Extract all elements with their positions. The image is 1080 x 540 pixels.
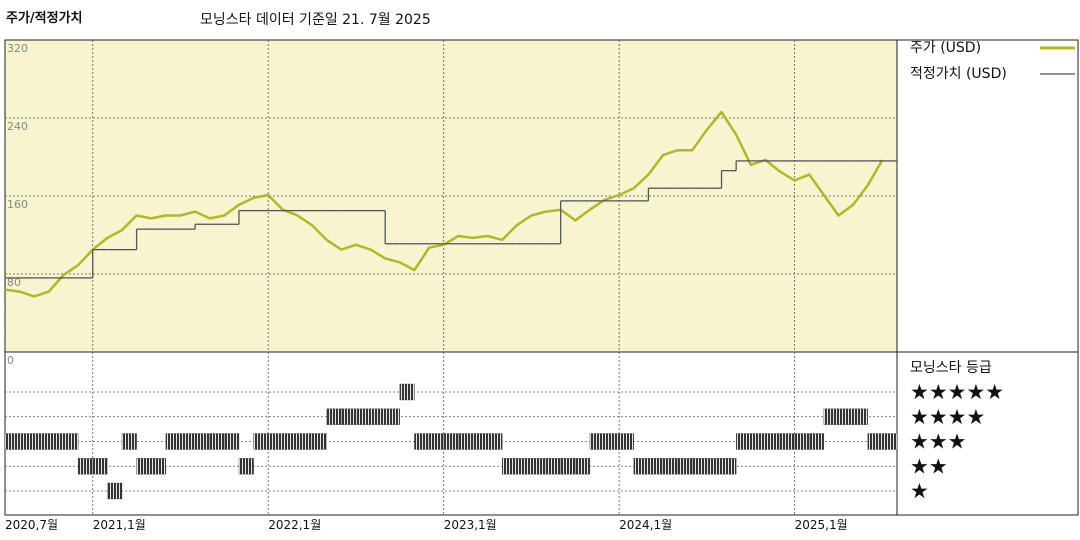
price-line [4,110,884,298]
rating-bar [209,433,225,450]
rating-bar [326,408,342,425]
rating-bar [882,433,898,450]
rating-bar [19,433,35,450]
rating-bar [311,433,327,450]
rating-bar [662,458,678,475]
ratings-title: 모닝스타 등급 [910,360,992,376]
rating-bar [867,433,883,450]
rating-bar [34,433,50,450]
rating-bar [63,433,79,450]
y-tick-label: 160 [7,198,28,211]
rating-bar [575,458,591,475]
rating-bar [560,458,576,475]
y-tick-label: 320 [7,42,28,55]
rating-bar [77,458,93,475]
rating-bar [165,433,181,450]
legend-label: 적정가치 (USD) [910,66,1007,82]
rating-bar [735,433,751,450]
x-tick-label: 2021,1월 [93,518,146,532]
rating-bar [297,433,313,450]
rating-bar [692,458,708,475]
rating-bar [282,433,298,450]
rating-bar [458,433,474,450]
rating-bar [823,408,839,425]
rating-bar [48,433,64,450]
rating-bar [194,433,210,450]
rating-bar [677,458,693,475]
rating-bar [428,433,444,450]
legend-label: 주가 (USD) [910,40,981,56]
rating-label: ★★★ [910,430,966,454]
rating-bar [531,458,547,475]
rating-bar [545,458,561,475]
rating-label: ★★ [910,454,948,478]
rating-bar [414,433,430,450]
rating-bar [253,433,269,450]
rating-bar [268,433,283,450]
rating-bar [604,433,620,450]
rating-bar [838,408,854,425]
rating-bar [180,433,196,450]
rating-bar [750,433,766,450]
x-tick-label: 2020,7월 [5,518,58,532]
chart-subtitle: 모닝스타 데이터 기준일 21. 7월 2025 [200,12,431,28]
rating-bar [648,458,664,475]
rating-bar [341,408,357,425]
rating-label: ★ [910,479,929,503]
x-tick-label: 2025,1월 [795,518,848,532]
rating-bar [399,383,415,401]
rating-bar [238,458,254,475]
chart-title: 주가/적정가치 [6,10,83,26]
rating-bar [516,458,532,475]
rating-bar [706,458,722,475]
rating-bar [852,408,868,425]
rating-label: ★★★★★ [910,380,1004,404]
rating-bar [794,433,810,450]
y-tick-label: 240 [7,120,28,133]
rating-bar [765,433,781,450]
rating-bar [809,433,825,450]
x-tick-label: 2023,1월 [444,518,497,532]
rating-bar [92,458,108,475]
rating-bar [370,408,386,425]
rating-bar [107,482,123,500]
y-tick-label: 80 [7,276,21,289]
rating-bar [121,433,137,450]
rating-bar [633,458,649,475]
rating-bar [136,458,152,475]
rating-bar [4,433,20,450]
rating-bar [385,408,400,425]
rating-bar [502,458,517,475]
rating-label: ★★★★ [910,405,985,429]
rating-bar [151,458,167,475]
marks: 0 80 160 240 320 2020,7월 2021,1월 2022,1월 2023,1월… [4,40,1075,532]
rating-bar [619,433,634,450]
x-tick-label: 2024,1월 [619,518,672,532]
rating-bar [443,433,459,450]
rating-bar [721,458,737,475]
y-tick-label: 0 [7,354,14,367]
rating-bar [779,433,795,450]
rating-bar [355,408,371,425]
rating-bar [589,433,605,450]
rating-bar [472,433,488,450]
x-tick-label: 2022,1월 [268,518,321,532]
rating-bar [224,433,240,450]
rating-bar [487,433,503,450]
